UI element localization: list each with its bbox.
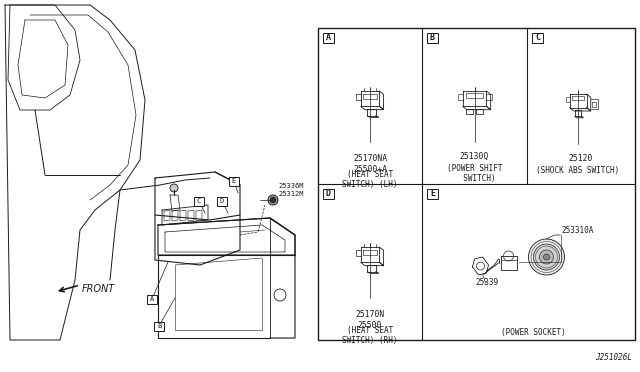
Bar: [229, 177, 239, 186]
Bar: [318, 28, 635, 340]
Circle shape: [270, 197, 276, 203]
Text: 25339: 25339: [476, 278, 499, 287]
Circle shape: [534, 244, 559, 270]
Circle shape: [543, 254, 550, 260]
Bar: [194, 197, 204, 206]
Text: (POWER SOCKET): (POWER SOCKET): [501, 328, 566, 337]
Bar: [532, 33, 543, 43]
Bar: [427, 189, 438, 199]
Text: A: A: [326, 33, 331, 42]
Text: 25120: 25120: [569, 154, 593, 163]
Text: E: E: [232, 178, 236, 184]
Text: B: B: [430, 33, 435, 42]
Text: (HEAT SEAT
SWITCH) (LH): (HEAT SEAT SWITCH) (LH): [342, 170, 397, 189]
Text: D: D: [326, 189, 331, 199]
Circle shape: [540, 250, 554, 264]
Text: C: C: [535, 33, 540, 42]
Text: D: D: [220, 198, 224, 204]
Text: 25170NA
25500+A: 25170NA 25500+A: [353, 154, 387, 174]
Text: C: C: [197, 198, 201, 204]
Text: (SHOCK ABS SWITCH): (SHOCK ABS SWITCH): [536, 166, 620, 175]
Circle shape: [529, 239, 564, 275]
Circle shape: [170, 184, 178, 192]
Bar: [323, 33, 334, 43]
Text: J251026L: J251026L: [595, 353, 632, 362]
Text: 25170N
25500: 25170N 25500: [355, 310, 385, 330]
Bar: [427, 33, 438, 43]
Text: B: B: [157, 323, 161, 329]
Text: (HEAT SEAT
SWITCH) (RH): (HEAT SEAT SWITCH) (RH): [342, 326, 397, 345]
Text: 253310A: 253310A: [561, 226, 594, 235]
Text: FRONT: FRONT: [82, 284, 115, 294]
Text: A: A: [150, 296, 154, 302]
Text: 25336M: 25336M: [278, 183, 303, 189]
Text: 25130Q: 25130Q: [460, 152, 489, 161]
Bar: [154, 322, 164, 331]
Circle shape: [268, 195, 278, 205]
Text: 25312M: 25312M: [278, 191, 303, 197]
Bar: [323, 189, 334, 199]
Text: E: E: [430, 189, 435, 199]
Text: (POWER SHIFT
  SWITCH): (POWER SHIFT SWITCH): [447, 164, 502, 183]
Bar: [147, 295, 157, 304]
Bar: [217, 197, 227, 206]
